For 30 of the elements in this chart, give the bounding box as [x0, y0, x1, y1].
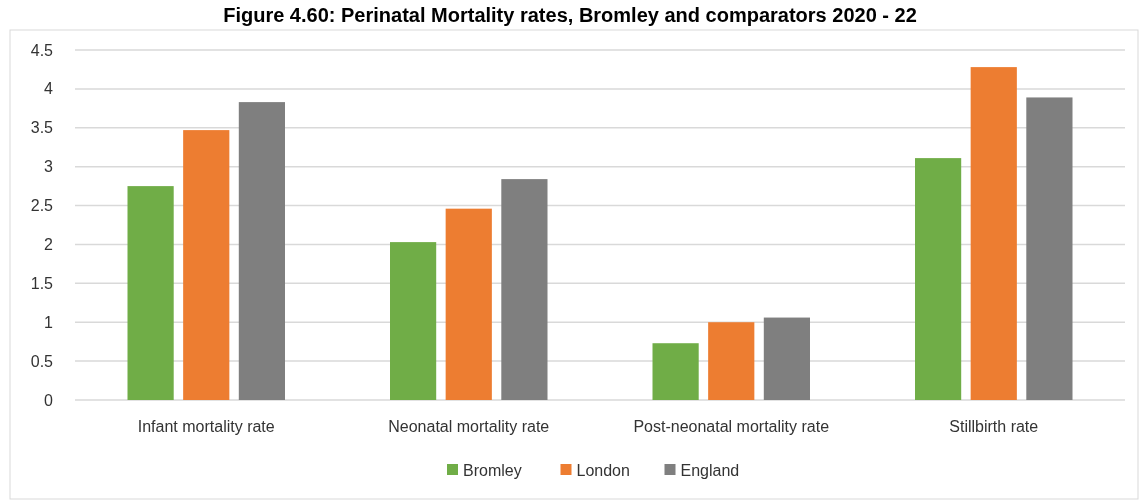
x-tick-label: Neonatal mortality rate — [388, 418, 550, 435]
bar — [445, 208, 492, 400]
y-tick-label: 1 — [44, 313, 54, 331]
legend-label: England — [680, 461, 740, 479]
legend-label: Bromley — [463, 461, 522, 479]
y-tick-label: 2.5 — [30, 197, 54, 215]
bar — [238, 102, 285, 400]
bar — [915, 158, 962, 400]
bar — [127, 186, 174, 400]
bar — [1026, 97, 1073, 400]
x-tick-label: Stillbirth rate — [949, 418, 1039, 435]
bar — [652, 343, 699, 400]
x-tick-label: Infant mortality rate — [137, 418, 275, 435]
y-tick-label: 0 — [44, 391, 54, 409]
bar — [183, 130, 230, 400]
bar — [708, 322, 755, 400]
x-tick-label: Post-neonatal mortality rate — [633, 418, 830, 435]
y-tick-label: 2 — [44, 236, 54, 254]
legend-label: London — [576, 461, 630, 479]
y-tick-label: 3 — [44, 158, 54, 176]
bar — [501, 179, 548, 400]
chart-title: Figure 4.60: Perinatal Mortality rates, Bromley and comparators 2020 - 22 — [223, 4, 917, 26]
bar — [390, 242, 437, 400]
y-tick-label: 4 — [44, 80, 54, 98]
y-tick-label: 4.5 — [30, 41, 54, 59]
bar — [763, 317, 810, 400]
y-tick-label: 0.5 — [30, 352, 54, 370]
bar — [970, 67, 1017, 400]
y-tick-label: 1.5 — [30, 274, 54, 292]
y-tick-label: 3.5 — [30, 119, 54, 137]
